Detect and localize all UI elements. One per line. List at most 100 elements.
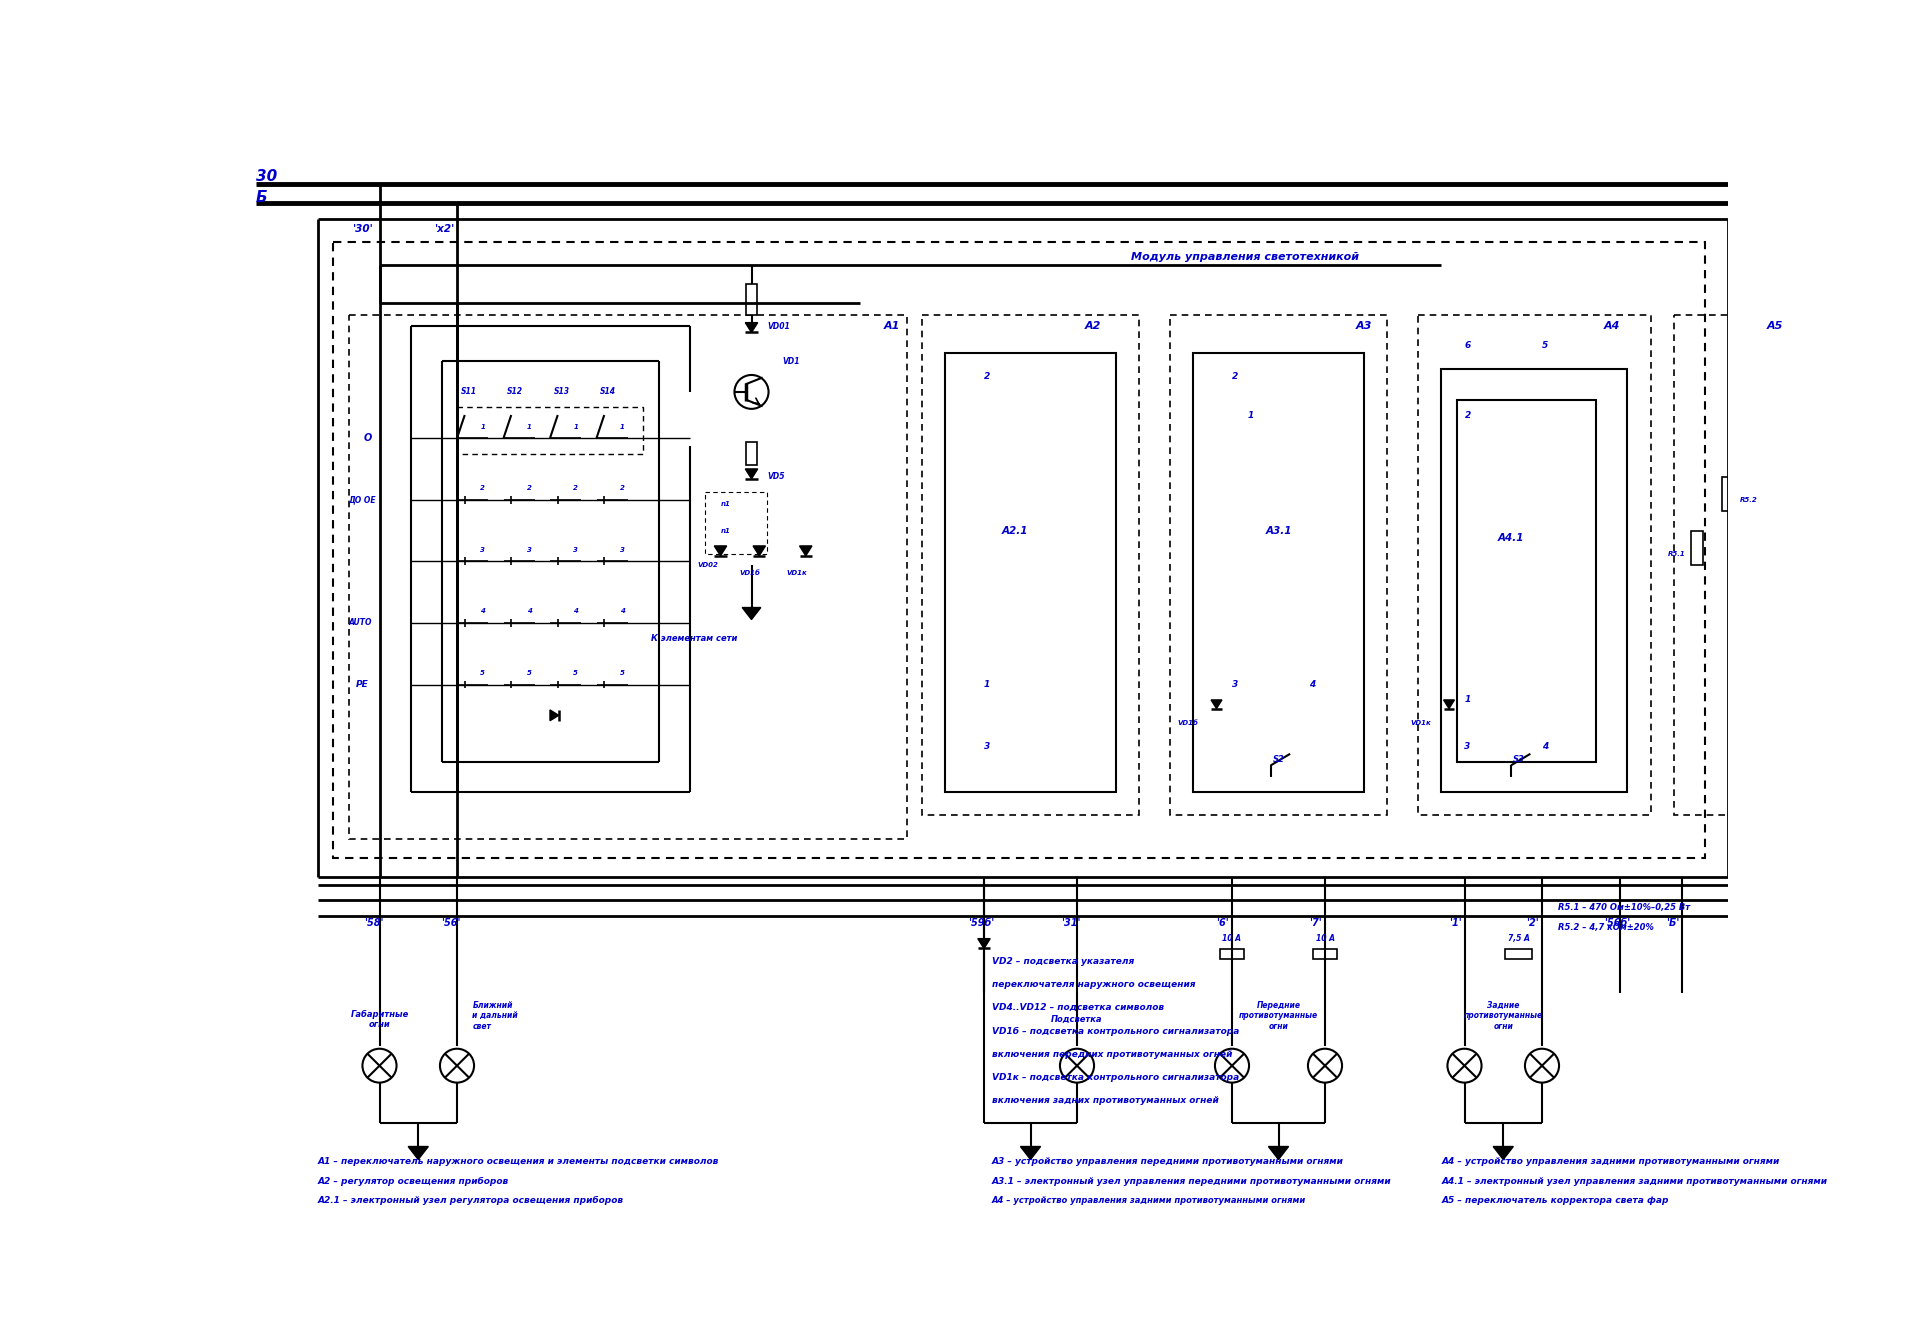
Text: S12: S12 bbox=[507, 388, 524, 397]
Text: R5.2: R5.2 bbox=[1740, 496, 1757, 503]
Text: A3: A3 bbox=[1356, 322, 1373, 331]
Text: 5: 5 bbox=[574, 670, 578, 676]
Polygon shape bbox=[745, 323, 758, 333]
Text: включения передних противотуманных огней: включения передних противотуманных огней bbox=[993, 1050, 1233, 1058]
Text: '56б': '56б' bbox=[1603, 919, 1630, 928]
Text: VD02: VD02 bbox=[697, 562, 718, 569]
Text: R5.1 – 470 Ом±10%–0,25 Вт: R5.1 – 470 Ом±10%–0,25 Вт bbox=[1557, 904, 1690, 912]
Bar bbox=[705, 492, 766, 554]
Polygon shape bbox=[799, 546, 812, 555]
Bar bbox=[1192, 354, 1363, 793]
Text: VD2 – подсветка указателя: VD2 – подсветка указателя bbox=[993, 957, 1135, 967]
Bar bbox=[1313, 949, 1336, 959]
Text: 'Б': 'Б' bbox=[1667, 919, 1680, 928]
Text: VD1б: VD1б bbox=[1177, 720, 1198, 725]
Polygon shape bbox=[714, 546, 726, 555]
Bar bbox=[945, 354, 1116, 793]
Text: A4.1: A4.1 bbox=[1498, 534, 1524, 543]
Text: S3: S3 bbox=[1513, 755, 1524, 764]
Text: R5.2 – 4,7 кОм±20%: R5.2 – 4,7 кОм±20% bbox=[1557, 923, 1653, 932]
Text: 1: 1 bbox=[1465, 696, 1471, 704]
Text: A4.1 – электронный узел управления задними противотуманными огнями: A4.1 – электронный узел управления задни… bbox=[1442, 1176, 1828, 1185]
Text: O: O bbox=[365, 433, 372, 443]
Text: A5: A5 bbox=[1766, 322, 1784, 331]
Bar bbox=[1169, 315, 1386, 815]
Text: A4 – устройство управления задними противотуманными огнями: A4 – устройство управления задними проти… bbox=[993, 1196, 1306, 1206]
Text: A2: A2 bbox=[1085, 322, 1102, 331]
Text: '30': '30' bbox=[353, 224, 372, 233]
Bar bbox=[349, 315, 906, 838]
Text: '7': '7' bbox=[1309, 919, 1323, 928]
Text: 4: 4 bbox=[574, 609, 578, 614]
Polygon shape bbox=[753, 546, 766, 555]
Bar bbox=[1722, 476, 1734, 511]
Bar bbox=[457, 408, 643, 453]
Text: 10 А: 10 А bbox=[1315, 935, 1334, 943]
Text: Габаритные
огни: Габаритные огни bbox=[349, 1010, 409, 1029]
Text: VD1к – подсветка контрольного сигнализатора: VD1к – подсветка контрольного сигнализат… bbox=[993, 1073, 1238, 1082]
Text: 4: 4 bbox=[480, 609, 486, 614]
Bar bbox=[1419, 315, 1651, 815]
Text: 5: 5 bbox=[480, 670, 486, 676]
Text: Подсветка: Подсветка bbox=[1052, 1015, 1102, 1025]
Text: 1: 1 bbox=[620, 424, 624, 429]
Text: '2': '2' bbox=[1526, 919, 1540, 928]
Text: 2: 2 bbox=[526, 485, 532, 491]
Text: 2: 2 bbox=[574, 485, 578, 491]
Text: S11: S11 bbox=[461, 388, 476, 397]
Text: '1': '1' bbox=[1450, 919, 1461, 928]
Text: VD1б: VD1б bbox=[739, 570, 760, 575]
Bar bbox=[1692, 531, 1703, 565]
Text: VD1к: VD1к bbox=[787, 570, 806, 575]
Text: VD1: VD1 bbox=[783, 357, 801, 366]
Polygon shape bbox=[1494, 1147, 1513, 1160]
Polygon shape bbox=[1212, 700, 1221, 708]
Text: 6: 6 bbox=[1465, 341, 1471, 350]
Text: 4: 4 bbox=[526, 609, 532, 614]
Text: VD4..VD12 – подсветка символов: VD4..VD12 – подсветка символов bbox=[993, 1003, 1164, 1012]
Text: '31': '31' bbox=[1062, 919, 1081, 928]
Text: 2: 2 bbox=[1233, 371, 1238, 381]
Text: '56': '56' bbox=[442, 919, 461, 928]
Text: ДО ОЕ: ДО ОЕ bbox=[349, 495, 376, 504]
Text: Передние
противотуманные
огни: Передние противотуманные огни bbox=[1238, 1000, 1317, 1030]
Bar bbox=[1457, 400, 1596, 762]
Text: A3 – устройство управления передними противотуманными огнями: A3 – устройство управления передними про… bbox=[993, 1157, 1344, 1167]
Text: переключателя наружного освещения: переключателя наружного освещения bbox=[993, 980, 1196, 990]
Text: 2: 2 bbox=[480, 485, 486, 491]
Text: К элементам сети: К элементам сети bbox=[651, 634, 737, 642]
Text: 1: 1 bbox=[574, 424, 578, 429]
Text: VD1к: VD1к bbox=[1411, 720, 1430, 725]
Text: S14: S14 bbox=[601, 388, 616, 397]
Bar bbox=[1221, 949, 1244, 959]
Text: 4: 4 bbox=[1542, 742, 1548, 751]
Polygon shape bbox=[977, 939, 991, 948]
Text: A4: A4 bbox=[1603, 322, 1620, 331]
Bar bbox=[745, 284, 756, 315]
Text: n1: n1 bbox=[720, 527, 730, 534]
Polygon shape bbox=[549, 709, 559, 720]
Text: AUTO: AUTO bbox=[349, 618, 372, 628]
Text: 10 А: 10 А bbox=[1223, 935, 1242, 943]
Text: 2: 2 bbox=[620, 485, 624, 491]
Text: A1: A1 bbox=[883, 322, 900, 331]
Text: 1: 1 bbox=[526, 424, 532, 429]
Text: Ближний
и дальний
свет: Ближний и дальний свет bbox=[472, 1000, 518, 1030]
Text: A2.1: A2.1 bbox=[1002, 526, 1029, 535]
Bar bbox=[922, 315, 1139, 815]
Bar bbox=[745, 443, 756, 465]
Text: 5: 5 bbox=[1542, 341, 1548, 350]
Text: R5.1: R5.1 bbox=[1668, 551, 1686, 557]
Text: Б: Б bbox=[255, 189, 267, 205]
Text: 3: 3 bbox=[620, 547, 624, 552]
Text: '6': '6' bbox=[1217, 919, 1229, 928]
Text: РЕ: РЕ bbox=[357, 680, 369, 689]
Text: '58': '58' bbox=[365, 919, 384, 928]
Text: 5: 5 bbox=[526, 670, 532, 676]
Text: A3.1 – электронный узел управления передними противотуманными огнями: A3.1 – электронный узел управления перед… bbox=[993, 1176, 1392, 1185]
Text: A1 – переключатель наружного освещения и элементы подсветки символов: A1 – переключатель наружного освещения и… bbox=[317, 1157, 718, 1167]
Text: Задние
противотуманные
огни: Задние противотуманные огни bbox=[1463, 1000, 1544, 1030]
Text: 3: 3 bbox=[983, 742, 991, 751]
Text: 1: 1 bbox=[480, 424, 486, 429]
Text: 3: 3 bbox=[480, 547, 486, 552]
